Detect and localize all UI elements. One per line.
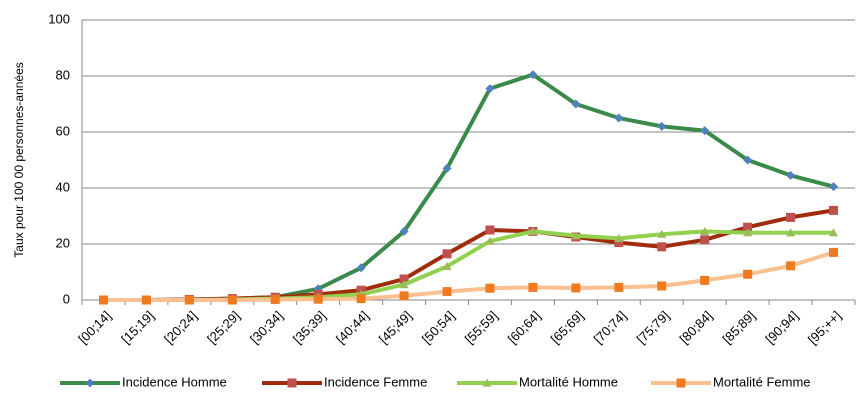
legend-marker bbox=[676, 378, 686, 388]
data-point bbox=[786, 170, 796, 180]
x-tick-label: [50;54] bbox=[419, 308, 458, 347]
data-point bbox=[786, 261, 796, 271]
x-tick-label: [55;59] bbox=[462, 308, 501, 347]
x-tick-label: [35;39] bbox=[290, 308, 329, 347]
data-point bbox=[786, 228, 796, 237]
data-point bbox=[614, 238, 624, 248]
legend-marker bbox=[85, 378, 95, 388]
legend-label: Incidence Homme bbox=[122, 374, 227, 389]
data-point bbox=[485, 84, 495, 94]
data-point bbox=[700, 226, 710, 235]
x-tick-label: [30;34] bbox=[247, 308, 286, 347]
legend-label: Mortalité Homme bbox=[519, 374, 618, 389]
legend-marker bbox=[482, 378, 492, 387]
data-point bbox=[270, 294, 280, 304]
data-point bbox=[614, 282, 624, 292]
x-tick-label: [40;44] bbox=[333, 308, 372, 347]
data-point bbox=[399, 291, 409, 301]
series-line bbox=[103, 72, 835, 302]
data-point bbox=[829, 182, 839, 192]
x-tick-label: [95;++] bbox=[805, 308, 844, 347]
x-tick-label: [20;24] bbox=[161, 308, 200, 347]
data-point bbox=[442, 287, 452, 297]
data-point bbox=[657, 229, 667, 238]
data-point bbox=[571, 231, 581, 240]
data-point bbox=[356, 294, 366, 304]
y-axis-label: Taux pour 100 00 personnes-années bbox=[12, 62, 26, 257]
data-point bbox=[485, 225, 495, 235]
data-point bbox=[657, 121, 667, 131]
data-point bbox=[528, 282, 538, 292]
x-tick-label: [80;84] bbox=[677, 308, 716, 347]
data-point bbox=[485, 236, 495, 245]
x-tick-label: [90;94] bbox=[762, 308, 801, 347]
data-point bbox=[743, 269, 753, 279]
data-point bbox=[528, 226, 538, 235]
data-point bbox=[700, 235, 710, 245]
data-point bbox=[141, 295, 151, 305]
y-tick-label: 100 bbox=[48, 11, 70, 26]
data-point bbox=[829, 228, 839, 237]
data-point bbox=[442, 261, 452, 270]
x-tick-label: [70;74] bbox=[591, 308, 630, 347]
data-point bbox=[442, 163, 452, 173]
data-point bbox=[571, 99, 581, 109]
x-tick-label: [85;89] bbox=[719, 308, 758, 347]
x-tick-label: [25;29] bbox=[204, 308, 243, 347]
data-point bbox=[184, 295, 194, 305]
data-point bbox=[743, 155, 753, 165]
data-point bbox=[399, 280, 409, 289]
data-point bbox=[657, 242, 667, 252]
data-point bbox=[227, 295, 237, 305]
y-tick-label: 20 bbox=[56, 235, 70, 250]
x-tick-label: [75;79] bbox=[634, 308, 673, 347]
data-point bbox=[829, 205, 839, 215]
data-point bbox=[442, 249, 452, 259]
data-point bbox=[485, 283, 495, 293]
data-point bbox=[829, 247, 839, 257]
data-point bbox=[700, 275, 710, 285]
x-tick-label: [65;69] bbox=[548, 308, 587, 347]
x-tick-label: [60;64] bbox=[505, 308, 544, 347]
data-point bbox=[657, 281, 667, 291]
data-point bbox=[743, 222, 753, 232]
data-point bbox=[399, 274, 409, 284]
data-point bbox=[98, 295, 108, 305]
data-point bbox=[743, 228, 753, 237]
y-tick-label: 80 bbox=[56, 67, 70, 82]
legend-label: Incidence Femme bbox=[324, 374, 427, 389]
data-point bbox=[614, 113, 624, 123]
legend-label: Mortalité Femme bbox=[713, 374, 811, 389]
data-point bbox=[528, 70, 538, 80]
data-point bbox=[313, 294, 323, 304]
data-point bbox=[700, 126, 710, 136]
data-point bbox=[614, 233, 624, 242]
series-line bbox=[103, 250, 835, 302]
data-point bbox=[571, 283, 581, 293]
y-tick-label: 40 bbox=[56, 179, 70, 194]
x-tick-label: [00;14] bbox=[75, 308, 114, 347]
y-tick-label: 60 bbox=[56, 123, 70, 138]
legend-marker bbox=[287, 378, 297, 388]
x-tick-label: [45;49] bbox=[376, 308, 415, 347]
y-tick-label: 0 bbox=[63, 291, 70, 306]
data-point bbox=[356, 263, 366, 273]
data-point bbox=[399, 226, 409, 236]
x-tick-label: [15;19] bbox=[118, 308, 157, 347]
data-point bbox=[786, 212, 796, 222]
